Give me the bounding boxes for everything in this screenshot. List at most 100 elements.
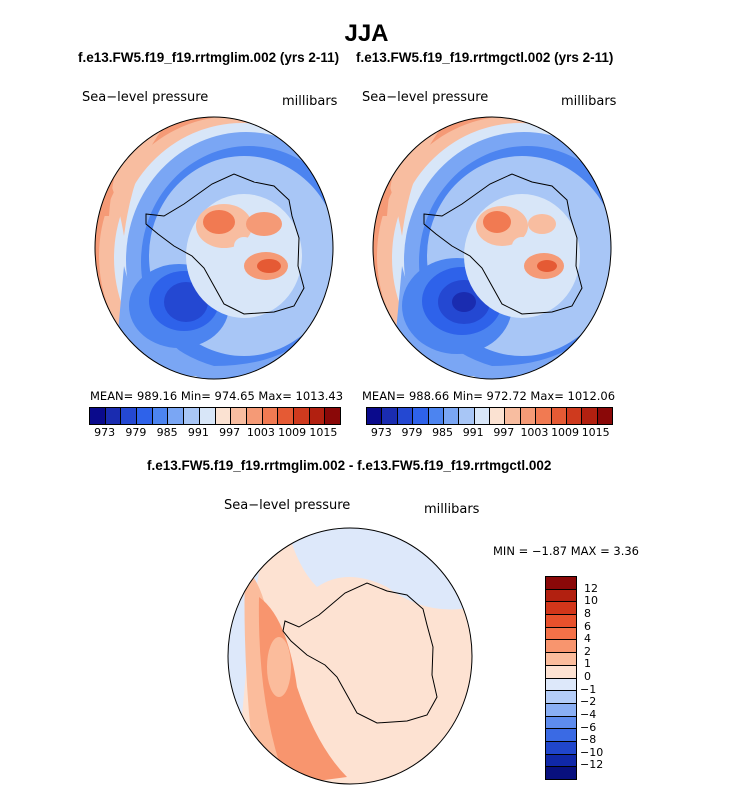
colorbar-swatch [382, 408, 398, 424]
diff-colorbar-ticks: 12 10 8 6 4 2 1 0 −1 −2 −4 −6 −8 −10 −12 [580, 576, 620, 778]
colorbar-swatch [184, 408, 200, 424]
colorbar-tick-label: 991 [462, 426, 484, 439]
diff-variable-label: Sea−level pressure [224, 498, 351, 513]
colorbar-tick-label: −10 [580, 745, 604, 759]
right-panel-title: f.e13.FW5.f19_f19.rrtmgctl.002 (yrs 2-11… [356, 50, 614, 65]
colorbar-swatch [168, 408, 185, 424]
colorbar-swatch [546, 627, 576, 641]
colorbar-tick-label: 1009 [278, 426, 307, 439]
colorbar-swatch [551, 408, 567, 424]
colorbar-tick-label: −2 [580, 695, 597, 709]
colorbar-swatch [325, 408, 340, 424]
colorbar-swatch [546, 640, 576, 654]
left-variable-label: Sea−level pressure [82, 90, 209, 105]
colorbar-tick-label: 10 [584, 594, 598, 608]
colorbar-tick-label: 0 [584, 670, 591, 683]
colorbar-tick-label: 1003 [246, 426, 275, 439]
colorbar-tick-label: 1015 [309, 426, 338, 439]
colorbar-tick-label: −12 [580, 758, 604, 772]
colorbar-swatch [546, 653, 576, 666]
colorbar-swatch [309, 408, 326, 424]
diff-panel-title: f.e13.FW5.f19_f19.rrtmglim.002 - f.e13.F… [147, 458, 552, 473]
colorbar-swatch [474, 408, 490, 424]
colorbar-tick-label: −8 [580, 733, 597, 747]
colorbar-swatch [546, 754, 576, 768]
colorbar-swatch [246, 408, 263, 424]
right-stats: MEAN= 988.66 Min= 972.72 Max= 1012.06 [362, 389, 616, 403]
diff-slp-map [227, 527, 473, 785]
colorbar-tick-label: 8 [584, 606, 591, 620]
right-variable-label: Sea−level pressure [362, 90, 489, 105]
colorbar-tick-label: 973 [370, 426, 392, 439]
right-units-label: millibars [561, 94, 617, 109]
diff-stats: MIN = −1.87 MAX = 3.36 [493, 544, 639, 558]
left-panel-title: f.e13.FW5.f19_f19.rrtmglim.002 (yrs 2-11… [78, 50, 340, 65]
colorbar-swatch [367, 408, 383, 424]
right-colorbar-ticks: 973 979 985 991 997 1003 1009 1015 [366, 426, 611, 440]
colorbar-tick-label: 991 [187, 426, 209, 439]
colorbar-swatch [428, 408, 444, 424]
right-slp-map [372, 116, 612, 380]
colorbar-swatch [90, 408, 106, 424]
colorbar-swatch [293, 408, 310, 424]
colorbar-tick-label: −6 [580, 720, 597, 734]
figure-title: JJA [344, 20, 389, 47]
colorbar-swatch [231, 408, 247, 424]
colorbar-swatch [546, 665, 576, 679]
left-stats: MEAN= 989.16 Min= 974.65 Max= 1013.43 [90, 389, 344, 403]
colorbar-swatch [546, 691, 576, 704]
colorbar-swatch [152, 408, 169, 424]
colorbar-swatch [413, 408, 429, 424]
colorbar-swatch [546, 577, 576, 590]
colorbar-tick-label: 985 [432, 426, 454, 439]
right-colorbar [366, 407, 613, 425]
colorbar-swatch [137, 408, 153, 424]
colorbar-tick-label: 12 [584, 581, 598, 595]
colorbar-tick-label: 997 [219, 426, 241, 439]
colorbar-swatch [490, 408, 506, 424]
colorbar-tick-label: 2 [584, 644, 591, 658]
colorbar-swatch [546, 767, 576, 779]
colorbar-tick-label: 1 [584, 657, 591, 671]
colorbar-tick-label: 979 [125, 426, 147, 439]
left-slp-map [94, 116, 334, 380]
colorbar-swatch [546, 615, 576, 628]
colorbar-swatch [505, 408, 521, 424]
colorbar-tick-label: 6 [584, 619, 591, 633]
colorbar-swatch [546, 703, 576, 717]
colorbar-tick-label: 1015 [581, 426, 610, 439]
colorbar-swatch [443, 408, 460, 424]
colorbar-swatch [520, 408, 537, 424]
colorbar-swatch [459, 408, 475, 424]
diff-units-label: millibars [424, 502, 480, 517]
colorbar-swatch [105, 408, 122, 424]
colorbar-swatch [546, 602, 576, 616]
colorbar-tick-label: −4 [580, 707, 597, 721]
colorbar-swatch [582, 408, 598, 424]
colorbar-swatch [597, 408, 612, 424]
colorbar-swatch [397, 408, 414, 424]
left-colorbar [89, 407, 341, 425]
colorbar-swatch [566, 408, 583, 424]
colorbar-swatch [278, 408, 294, 424]
colorbar-swatch [546, 678, 576, 692]
colorbar-swatch [546, 729, 576, 742]
colorbar-swatch [199, 408, 216, 424]
left-colorbar-ticks: 973 979 985 991 997 1003 1009 1015 [89, 426, 339, 440]
colorbar-tick-label: 985 [156, 426, 178, 439]
colorbar-tick-label: 997 [493, 426, 515, 439]
colorbar-swatch [215, 408, 232, 424]
colorbar-swatch [121, 408, 138, 424]
colorbar-swatch [546, 716, 576, 730]
colorbar-tick-label: 1003 [520, 426, 549, 439]
colorbar-tick-label: 1009 [551, 426, 580, 439]
left-units-label: millibars [282, 94, 338, 109]
colorbar-tick-label: 4 [584, 632, 591, 646]
colorbar-tick-label: 973 [94, 426, 116, 439]
colorbar-tick-label: 979 [401, 426, 423, 439]
colorbar-swatch [546, 741, 576, 755]
colorbar-tick-label: −1 [580, 682, 597, 696]
diff-colorbar [545, 576, 577, 780]
colorbar-swatch [262, 408, 279, 424]
colorbar-swatch [536, 408, 552, 424]
